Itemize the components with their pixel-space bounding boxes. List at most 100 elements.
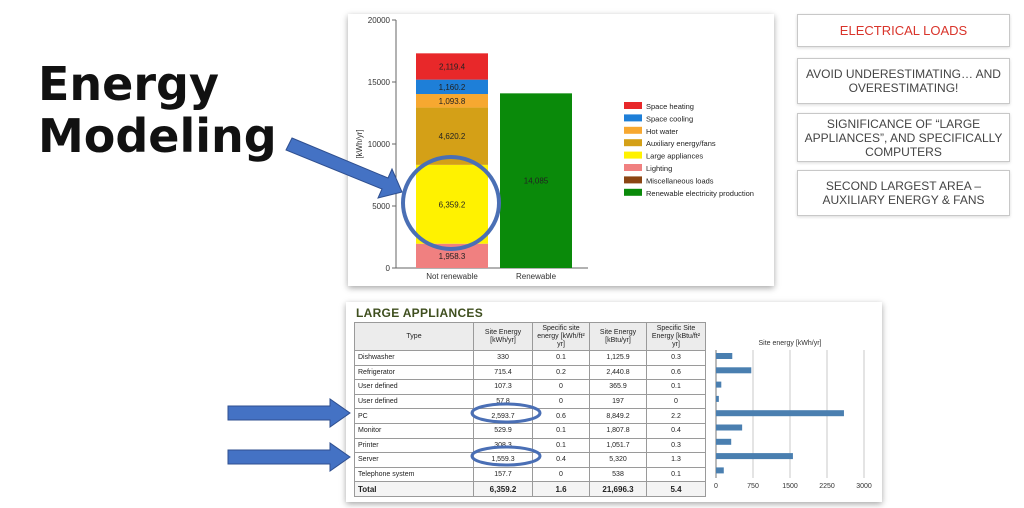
stacked-energy-chart-card: 0 5000 10000 15000 20000 [kWh/yr] 1,958.3 6,359… [348,14,774,286]
cell-site-energy-kwh: 107.3 [473,379,533,395]
cell-specific-energy-kbtu: 2.2 [646,408,706,424]
hbar-user-defined [716,381,722,388]
total-cell-site-energy-kbtu: 21,696.3 [589,481,647,497]
cell-site-energy-kbtu: 1,051.7 [589,437,647,454]
callout-electrical-loads: ELECTRICAL LOADS [797,14,1010,47]
x-category-label: Not renewable [426,272,478,281]
bar-value-label: 4,620.2 [439,132,466,141]
callout-large-appliances: SIGNIFICANCE OF “LARGE APPLIANCES”, AND … [797,113,1010,162]
legend-label: Auxiliary energy/fans [646,139,716,148]
cell-specific-energy-kwh: 0.4 [532,452,590,468]
table-row-total: Total 6,359.2 1.6 21,696.3 5.4 [354,481,706,497]
cell-site-energy-kbtu: 2,440.8 [589,364,647,381]
legend-label: Miscellaneous loads [646,176,714,185]
cell-site-energy-kbtu: 1,807.8 [589,422,647,439]
cell-type: Refrigerator [354,364,474,381]
slide-title: Energy Modeling [38,58,277,162]
callout-large-appliances-text: SIGNIFICANCE OF “LARGE APPLIANCES”, AND … [804,116,1003,159]
bar-value-label: 14,085 [524,177,549,186]
cell-site-energy-kwh: 529.9 [473,422,533,439]
y-tick-label: 10000 [368,140,391,149]
legend-label: Renewable electricity production [646,189,754,198]
legend-label: Space heating [646,102,694,111]
cell-type: Telephone system [354,466,474,483]
legend-swatch [624,188,642,196]
cell-specific-energy-kbtu: 0 [646,393,706,410]
cell-type: Printer [354,437,474,454]
y-tick-label: 0 [386,264,391,273]
table-row-dishwasher: Dishwasher 330 0.1 1,125.9 0.3 [354,350,706,366]
cell-specific-energy-kbtu: 0.4 [646,422,706,439]
table-row-pc: PC 2,593.7 0.6 8,849.2 2.2 [354,408,706,424]
cell-specific-energy-kwh: 0 [532,466,590,483]
table-row-server: Server 1,559.3 0.4 5,320 1.3 [354,452,706,468]
cell-specific-energy-kbtu: 0.3 [646,350,706,366]
total-cell-site-energy-kwh: 6,359.2 [473,481,533,497]
cell-site-energy-kbtu: 5,320 [589,452,647,468]
legend-swatch [624,164,642,171]
cell-site-energy-kbtu: 365.9 [589,379,647,395]
cell-site-energy-kwh: 308.3 [473,437,533,454]
stacked-energy-chart: 0 5000 10000 15000 20000 [kWh/yr] 1,958.3 6,359… [355,16,754,281]
hbar-pc [716,410,844,417]
cell-specific-energy-kwh: 0.1 [532,422,590,439]
site-energy-bar-chart: Site energy [kWh/yr] 0 750 1500 2250 3000 [714,340,872,490]
table-header-row: Type Site Energy [kWh/yr] Specific site … [354,322,706,351]
callout-avoid-underestimating-text: AVOID UNDERESTIMATING… AND OVERESTIMATIN… [806,67,1001,95]
total-cell-specific-energy-kwh: 1.6 [532,481,590,497]
arrow-to-pc-row-icon [227,398,351,428]
legend-label: Hot water [646,127,679,136]
col-header-specific-energy-kbtu: Specific Site Energy [kBtu/ft² yr] [646,322,706,351]
x-category-label: Renewable [516,272,557,281]
cell-specific-energy-kbtu: 0.1 [646,379,706,395]
cell-specific-energy-kwh: 0.6 [532,408,590,424]
legend-swatch [624,139,642,147]
callout-electrical-loads-text: ELECTRICAL LOADS [839,22,968,38]
cell-specific-energy-kbtu: 0.3 [646,437,706,454]
bar-value-label: 2,119.4 [439,62,466,71]
table-row-user-defined-1: User defined 107.3 0 365.9 0.1 [354,379,706,395]
hbar-x-tick-label: 750 [747,483,759,490]
bar-value-label: 1,093.8 [439,97,466,106]
col-header-type: Type [354,322,474,351]
large-appliances-table: Type Site Energy [kWh/yr] Specific site … [354,322,706,497]
hbar-x-tick-label: 2250 [819,483,835,490]
legend-swatch [624,114,642,122]
legend-label: Space cooling [646,114,693,123]
cell-site-energy-kbtu: 1,125.9 [589,350,647,366]
col-header-site-energy-kwh: Site Energy [kWh/yr] [473,322,533,351]
table-heading: LARGE APPLIANCES [356,306,484,320]
hbar-user-defined [716,395,719,402]
legend-label: Lighting [646,164,672,173]
col-header-site-energy-kbtu: Site Energy [kBtu/yr] [589,322,647,351]
cell-site-energy-kwh: 1,559.3 [473,452,533,468]
table-row-telephone-system: Telephone system 157.7 0 538 0.1 [354,466,706,483]
cell-type: Monitor [354,422,474,439]
slide-title-line1: Energy [38,57,219,111]
callout-avoid-underestimating: AVOID UNDERESTIMATING… AND OVERESTIMATIN… [797,58,1010,104]
hbar-chart-title: Site energy [kWh/yr] [758,340,821,347]
cell-type: User defined [354,379,474,395]
cell-site-energy-kwh: 157.7 [473,466,533,483]
bar-segment-space-cooling [416,79,488,95]
cell-site-energy-kwh: 330 [473,350,533,366]
cell-specific-energy-kbtu: 1.3 [646,452,706,468]
cell-specific-energy-kwh: 0.2 [532,364,590,381]
cell-specific-energy-kwh: 0 [532,393,590,410]
bar-segment-hot-water [416,94,488,108]
large-appliances-card: LARGE APPLIANCES Type Site Energy [kWh/y… [346,302,882,502]
cell-type: User defined [354,393,474,410]
total-cell-type: Total [354,481,474,497]
cell-specific-energy-kbtu: 0.1 [646,466,706,483]
cell-specific-energy-kbtu: 0.6 [646,364,706,381]
hbar-dishwasher [716,353,733,359]
hbar-telephone-system [716,467,724,474]
cell-specific-energy-kwh: 0.1 [532,437,590,454]
cell-type: Server [354,452,474,468]
callout-auxiliary-energy: SECOND LARGEST AREA – AUXILIARY ENERGY &… [797,170,1010,216]
cell-site-energy-kbtu: 8,849.2 [589,408,647,424]
bar-value-label: 1,160.2 [439,83,466,92]
y-tick-label: 20000 [368,16,391,25]
legend-label: Large appliances [646,152,703,161]
hbar-x-tick-label: 3000 [856,483,872,490]
